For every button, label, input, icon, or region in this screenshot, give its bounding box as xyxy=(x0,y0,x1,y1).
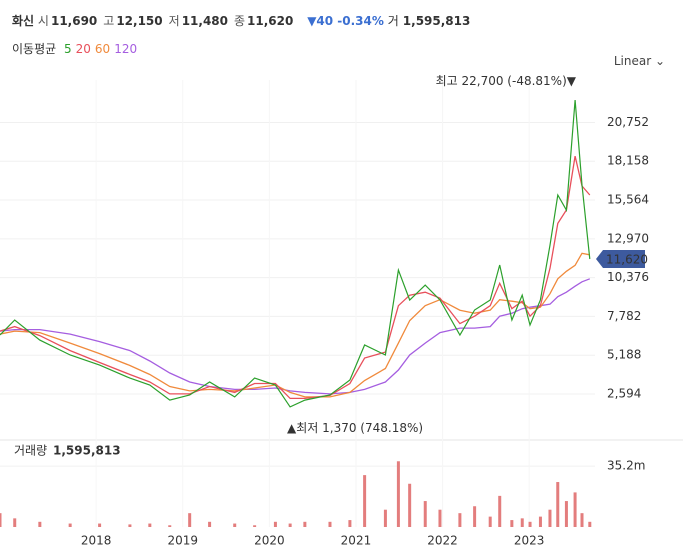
volume-bar xyxy=(528,521,532,527)
quote-value: 11,480 xyxy=(181,14,228,28)
x-tick-label: 2018 xyxy=(81,534,112,548)
quote-value: 11,620 xyxy=(247,14,294,28)
volume-bar xyxy=(510,520,514,527)
y-tick-label: 18,158 xyxy=(607,154,649,168)
y-tick-label: 10,376 xyxy=(607,270,649,284)
volume-bar xyxy=(168,525,172,527)
volume-bar xyxy=(573,492,577,527)
volume-total: 1,595,813 xyxy=(53,444,121,458)
volume-bar xyxy=(68,523,72,527)
volume-bar xyxy=(38,521,42,527)
volume-bar xyxy=(520,518,524,527)
volume-title: 거래량 xyxy=(14,444,47,458)
volume-bar xyxy=(273,521,277,527)
quote-value: 12,150 xyxy=(116,14,163,28)
last-price-label: 11,620 xyxy=(606,253,648,267)
volume-bar xyxy=(383,509,387,527)
x-tick-label: 2021 xyxy=(341,534,372,548)
x-tick-label: 2022 xyxy=(427,534,458,548)
x-tick-label: 2019 xyxy=(167,534,198,548)
series-line xyxy=(0,252,590,398)
volume-quote: 1,595,813 xyxy=(402,14,471,28)
last-price-marker xyxy=(596,250,645,269)
y-tick-label: 20,752 xyxy=(607,115,649,129)
stock-name: 화신 xyxy=(12,14,35,28)
volume-bar xyxy=(423,501,427,527)
volume-bar xyxy=(0,513,2,527)
legend-entry: 5 xyxy=(64,42,72,56)
volume-bar xyxy=(564,501,568,527)
volume-bar xyxy=(498,495,502,527)
legend-entry: 20 xyxy=(75,42,91,56)
volume-bar xyxy=(288,523,292,527)
volume-bar xyxy=(556,482,560,527)
legend-items: 5 20 60 120 xyxy=(64,42,141,56)
volume-bar xyxy=(188,513,192,527)
volume-bar xyxy=(488,516,492,527)
volume-bar xyxy=(148,523,152,527)
volume-bar xyxy=(348,520,352,527)
change: ▼40 -0.34% xyxy=(307,14,384,28)
volume-bar xyxy=(303,521,307,527)
y-tick-label: 5,188 xyxy=(607,348,641,362)
volume-bar xyxy=(548,509,552,527)
quote-label: 시 xyxy=(37,14,49,28)
low-annotation: ▲최저 1,370 (748.18%) xyxy=(287,421,423,435)
high-annotation: 최고 22,700 (-48.81%)▼ xyxy=(436,74,577,88)
scale-mode[interactable]: Linear xyxy=(613,54,652,68)
x-tick-label: 2020 xyxy=(254,534,285,548)
volume-bar xyxy=(473,506,477,527)
y-tick-label: 15,564 xyxy=(607,193,649,207)
quote-label: 종 xyxy=(234,14,246,28)
volume-bar xyxy=(538,516,542,527)
quote-label: 고 xyxy=(103,14,115,28)
quote-value: 11,690 xyxy=(50,14,98,28)
series-line xyxy=(0,278,591,395)
volume-quote-label: 거 xyxy=(387,14,399,28)
volume-bar xyxy=(13,518,17,527)
volume-bar xyxy=(233,523,237,527)
legend-entry: 60 xyxy=(94,42,111,56)
volume-bar xyxy=(438,509,442,527)
quote-label: 저 xyxy=(168,14,180,28)
quotes: 시 11,690 고 12,150 저 11,480 종 11,620 xyxy=(38,14,299,28)
volume-bar xyxy=(588,521,592,527)
y-tick-label: 7,782 xyxy=(607,309,641,323)
volume-bar xyxy=(98,523,102,527)
volume-bar xyxy=(458,513,462,527)
legend-entry: 120 xyxy=(114,42,138,56)
quote-row: 화신 시 11,690 고 12,150 저 11,480 종 11,620 ▼40 -0.3… xyxy=(12,12,470,29)
series-line xyxy=(0,99,591,408)
volume-bar xyxy=(396,461,400,527)
scale-selector[interactable]: Linear ⌄ xyxy=(613,54,665,68)
volume-bar xyxy=(408,483,412,527)
x-tick-label: 2023 xyxy=(514,534,545,548)
y-tick-label: 2,594 xyxy=(607,387,641,401)
volume-bar xyxy=(363,475,367,527)
volume-tick-label: 35.2m xyxy=(607,459,645,473)
y-tick-label: 12,970 xyxy=(607,231,649,245)
volume-bar xyxy=(128,524,132,527)
ma-title: 이동평균 xyxy=(12,42,57,56)
volume-bar xyxy=(253,525,257,527)
ma-legend: 이동평균 5 20 60 120 xyxy=(12,40,145,57)
volume-bar xyxy=(328,521,332,527)
volume-bar xyxy=(208,521,212,527)
volume-bar xyxy=(580,513,584,527)
